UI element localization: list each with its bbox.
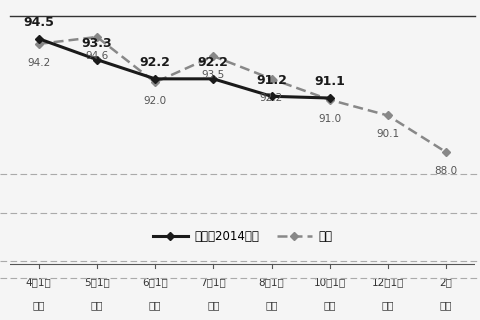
Text: 時点: 時点 xyxy=(265,300,278,311)
Text: 7月1日: 7月1日 xyxy=(201,277,226,288)
Text: 92.2: 92.2 xyxy=(198,56,229,69)
Text: 時点: 時点 xyxy=(324,300,336,311)
Text: 93.5: 93.5 xyxy=(202,70,225,80)
Legend: 全体：2014年卒, 全体: 全体：2014年卒, 全体 xyxy=(148,226,337,248)
Text: 10月1日: 10月1日 xyxy=(313,277,346,288)
Text: 92.2: 92.2 xyxy=(140,56,170,69)
Text: 時点: 時点 xyxy=(33,300,45,311)
Text: 時点: 時点 xyxy=(440,300,452,311)
Text: 91.0: 91.0 xyxy=(318,114,341,124)
Text: 93.3: 93.3 xyxy=(82,37,112,50)
Text: 94.5: 94.5 xyxy=(23,16,54,29)
Text: 時点: 時点 xyxy=(149,300,161,311)
Text: 91.2: 91.2 xyxy=(256,74,287,87)
Text: 91.1: 91.1 xyxy=(314,75,345,88)
Text: 4月1日: 4月1日 xyxy=(26,277,51,288)
Text: 88.0: 88.0 xyxy=(434,166,457,176)
Text: 92.2: 92.2 xyxy=(260,93,283,103)
Text: 時点: 時点 xyxy=(207,300,219,311)
Text: 時点: 時点 xyxy=(91,300,103,311)
Text: 12月1日: 12月1日 xyxy=(372,277,404,288)
Text: 2月: 2月 xyxy=(440,277,453,288)
Text: 94.2: 94.2 xyxy=(27,58,50,68)
Text: 8月1日: 8月1日 xyxy=(259,277,284,288)
Text: 90.1: 90.1 xyxy=(376,129,399,140)
Text: 5月1日: 5月1日 xyxy=(84,277,110,288)
Text: 6月1日: 6月1日 xyxy=(142,277,168,288)
Text: 92.0: 92.0 xyxy=(144,96,167,106)
Text: 94.6: 94.6 xyxy=(85,51,108,61)
Text: 時点: 時点 xyxy=(382,300,394,311)
